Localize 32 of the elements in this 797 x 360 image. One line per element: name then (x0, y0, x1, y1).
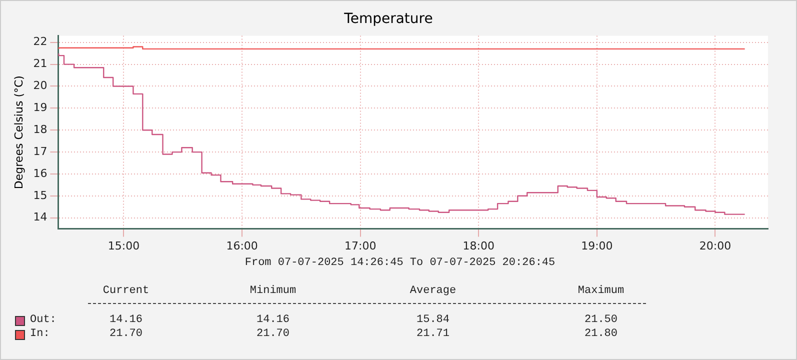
x-tick-label: 19:00 (581, 239, 613, 252)
y-tick-label: 16 (33, 166, 48, 180)
legend-label: In: (30, 328, 50, 340)
text: Current (102, 285, 150, 297)
x-tick-label: 18:00 (462, 239, 494, 252)
text: Minimum (250, 285, 296, 297)
y-tick-label: 14 (33, 210, 48, 224)
text: 21.70 (109, 328, 143, 340)
text: 15.84 (416, 314, 450, 326)
legend-label: Out: (30, 314, 56, 326)
text: 21.70 (256, 328, 290, 340)
text: 21.71 (416, 328, 450, 340)
y-tick-label: 19 (33, 101, 48, 114)
x-tick-label: 17:00 (344, 239, 376, 252)
y-tick-label: 21 (33, 57, 48, 70)
y-tick-label: 18 (33, 122, 48, 136)
text: Average (410, 285, 456, 297)
y-tick-label: 15 (33, 188, 48, 202)
text: 21.80 (584, 328, 618, 340)
chart-title: Temperature (343, 11, 433, 28)
y-tick-label: 17 (33, 144, 48, 158)
text: From 07-07-2025 14:26:45 To 07-07-2025 20:26:45 (244, 257, 556, 269)
text: 14.16 (256, 314, 290, 326)
x-tick-label: 15:00 (108, 239, 140, 252)
text: 21.50 (584, 314, 618, 326)
y-axis-title: Degrees Celsius (°C) (12, 76, 26, 190)
text: Maximum (578, 285, 624, 297)
text: 14.16 (109, 314, 143, 326)
x-tick-label: 16:00 (226, 239, 258, 252)
y-tick-label: 22 (33, 35, 48, 48)
y-tick-label: 20 (33, 79, 48, 92)
x-tick-label: 20:00 (699, 239, 732, 252)
